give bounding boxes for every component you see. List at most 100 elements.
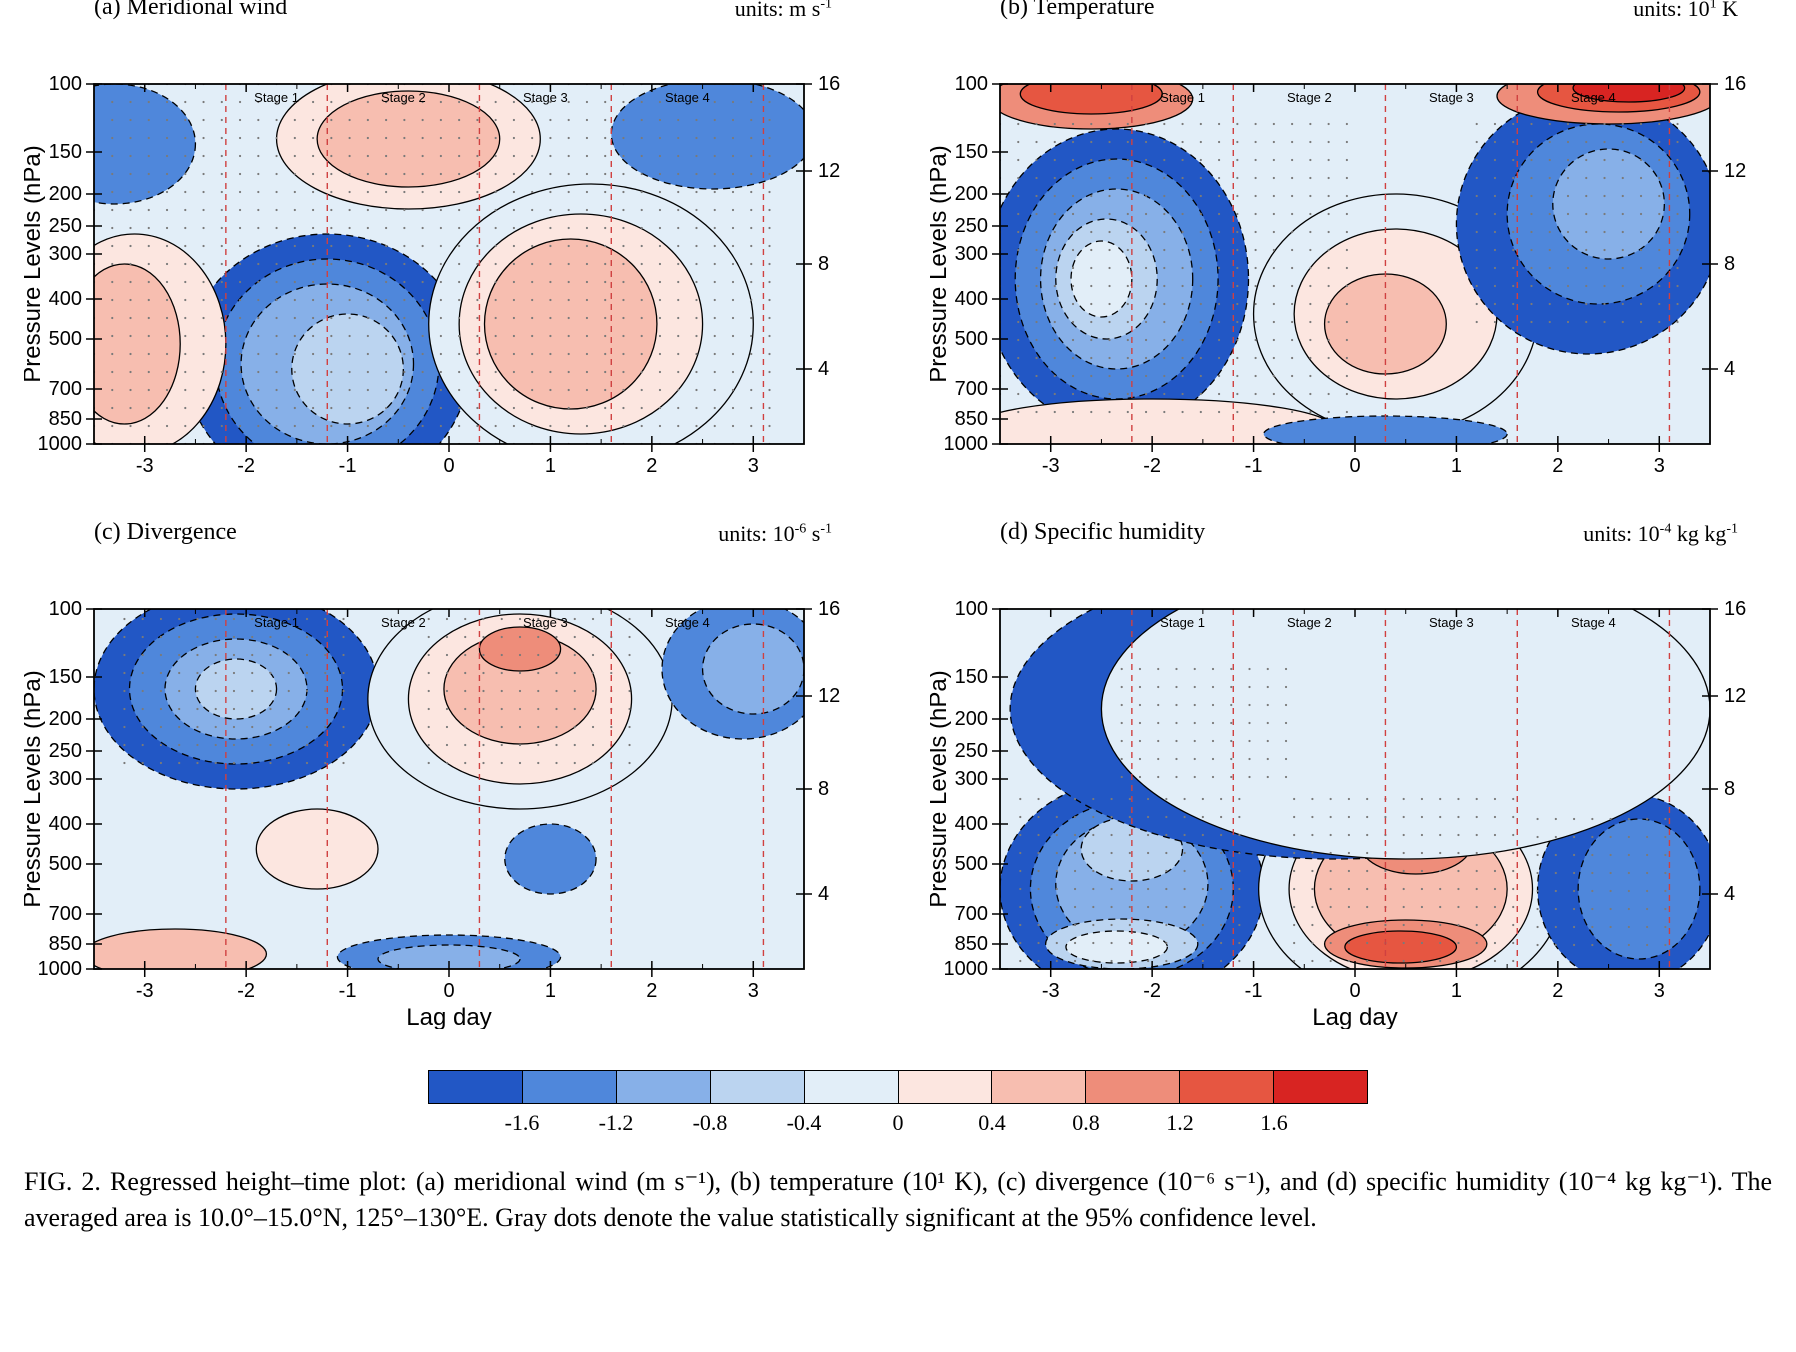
svg-text:-2: -2 <box>1143 455 1161 477</box>
panel-a-svg: Stage 1Stage 2Stage 3Stage 4100085070050… <box>24 24 844 504</box>
svg-text:12: 12 <box>1724 160 1746 182</box>
svg-text:1000: 1000 <box>944 958 989 980</box>
panel-a-title: (a) Meridional wind <box>94 0 287 21</box>
svg-text:1000: 1000 <box>38 958 83 980</box>
svg-text:2: 2 <box>1552 980 1563 1002</box>
svg-text:Stage 3: Stage 3 <box>1429 615 1474 630</box>
colorbar: -1.6-1.2-0.8-0.400.40.81.21.6 <box>428 1070 1368 1136</box>
figure-caption: FIG. 2. Regressed height–time plot: (a) … <box>24 1164 1772 1237</box>
svg-text:850: 850 <box>955 933 988 955</box>
svg-text:Pressure Levels (hPa): Pressure Levels (hPa) <box>930 670 952 907</box>
panel-d-svg: Stage 1Stage 2Stage 3Stage 4100085070050… <box>930 549 1750 1029</box>
svg-text:150: 150 <box>49 141 82 163</box>
svg-text:1: 1 <box>545 455 556 477</box>
svg-text:1: 1 <box>545 980 556 1002</box>
panel-d: (d) Specific humidity units: 10-4 kg kg-… <box>930 549 1772 1034</box>
svg-text:200: 200 <box>955 183 988 205</box>
panel-c-units: units: 10-6 s-1 <box>718 521 832 547</box>
svg-text:Pressure Levels (hPa): Pressure Levels (hPa) <box>930 145 952 382</box>
svg-text:500: 500 <box>955 853 988 875</box>
svg-text:-1: -1 <box>339 455 357 477</box>
panel-c-title: (c) Divergence <box>94 519 237 546</box>
svg-text:-1: -1 <box>339 980 357 1002</box>
svg-text:Lag day: Lag day <box>1312 1004 1397 1029</box>
svg-text:8: 8 <box>1724 253 1735 275</box>
svg-text:3: 3 <box>1654 455 1665 477</box>
svg-text:8: 8 <box>818 253 829 275</box>
svg-text:-3: -3 <box>1042 455 1060 477</box>
svg-text:4: 4 <box>1724 358 1735 380</box>
svg-text:0: 0 <box>1349 980 1360 1002</box>
panel-c-svg: Stage 1Stage 2Stage 3Stage 4100085070050… <box>24 549 844 1029</box>
svg-text:Stage 2: Stage 2 <box>381 90 426 105</box>
svg-text:2: 2 <box>646 980 657 1002</box>
svg-text:4: 4 <box>818 883 829 905</box>
svg-text:400: 400 <box>955 813 988 835</box>
svg-text:Lag day: Lag day <box>406 1004 491 1029</box>
panel-b-svg: Stage 1Stage 2Stage 3Stage 4100085070050… <box>930 24 1750 504</box>
svg-text:400: 400 <box>49 813 82 835</box>
svg-text:16: 16 <box>818 598 840 620</box>
svg-text:16: 16 <box>818 73 840 95</box>
svg-text:250: 250 <box>955 215 988 237</box>
svg-text:850: 850 <box>955 408 988 430</box>
svg-text:16: 16 <box>1724 598 1746 620</box>
svg-text:4: 4 <box>1724 883 1735 905</box>
svg-text:Stage 2: Stage 2 <box>1287 90 1332 105</box>
panel-d-title: (d) Specific humidity <box>1000 519 1205 546</box>
svg-text:850: 850 <box>49 933 82 955</box>
svg-text:3: 3 <box>1654 980 1665 1002</box>
figure-number: FIG. 2. <box>24 1167 101 1196</box>
svg-text:Stage 4: Stage 4 <box>665 615 710 630</box>
svg-text:100: 100 <box>955 73 988 95</box>
panel-b-units: units: 101 K <box>1633 0 1738 22</box>
svg-text:0: 0 <box>443 455 454 477</box>
svg-text:300: 300 <box>955 243 988 265</box>
svg-text:-3: -3 <box>136 455 154 477</box>
caption-text: Regressed height–time plot: (a) meridion… <box>24 1167 1772 1232</box>
panel-a-units: units: m s-1 <box>735 0 832 22</box>
svg-text:Stage 1: Stage 1 <box>1160 90 1205 105</box>
svg-text:150: 150 <box>49 666 82 688</box>
svg-text:1: 1 <box>1451 980 1462 1002</box>
svg-text:400: 400 <box>49 288 82 310</box>
panel-b: (b) Temperature units: 101 K Stage 1Stag… <box>930 24 1772 509</box>
svg-text:Stage 1: Stage 1 <box>254 90 299 105</box>
svg-text:100: 100 <box>49 598 82 620</box>
svg-text:1: 1 <box>1451 455 1462 477</box>
svg-text:Stage 1: Stage 1 <box>254 615 299 630</box>
svg-text:-1: -1 <box>1245 980 1263 1002</box>
svg-text:3: 3 <box>748 980 759 1002</box>
panel-d-units: units: 10-4 kg kg-1 <box>1583 521 1738 547</box>
svg-text:-2: -2 <box>237 455 255 477</box>
svg-text:Stage 1: Stage 1 <box>1160 615 1205 630</box>
svg-text:12: 12 <box>818 160 840 182</box>
svg-text:2: 2 <box>1552 455 1563 477</box>
svg-text:200: 200 <box>49 183 82 205</box>
svg-text:Pressure Levels (hPa): Pressure Levels (hPa) <box>24 145 46 382</box>
svg-text:400: 400 <box>955 288 988 310</box>
svg-text:250: 250 <box>49 215 82 237</box>
svg-text:250: 250 <box>49 740 82 762</box>
colorbar-swatches <box>428 1070 1368 1104</box>
svg-text:500: 500 <box>49 328 82 350</box>
svg-text:300: 300 <box>49 768 82 790</box>
svg-text:700: 700 <box>955 378 988 400</box>
figure-2: (a) Meridional wind units: m s-1 Stage 1… <box>24 24 1772 1237</box>
svg-text:300: 300 <box>49 243 82 265</box>
svg-text:0: 0 <box>1349 455 1360 477</box>
svg-text:700: 700 <box>49 903 82 925</box>
svg-text:Stage 3: Stage 3 <box>523 90 568 105</box>
svg-text:Stage 3: Stage 3 <box>1429 90 1474 105</box>
svg-text:200: 200 <box>49 708 82 730</box>
colorbar-ticks: -1.6-1.2-0.8-0.400.40.81.21.6 <box>428 1110 1368 1136</box>
svg-text:12: 12 <box>818 685 840 707</box>
svg-text:700: 700 <box>955 903 988 925</box>
svg-text:0: 0 <box>443 980 454 1002</box>
svg-text:1000: 1000 <box>944 433 989 455</box>
svg-text:12: 12 <box>1724 685 1746 707</box>
svg-text:8: 8 <box>1724 778 1735 800</box>
svg-text:1000: 1000 <box>38 433 83 455</box>
panel-b-title: (b) Temperature <box>1000 0 1154 21</box>
svg-text:200: 200 <box>955 708 988 730</box>
